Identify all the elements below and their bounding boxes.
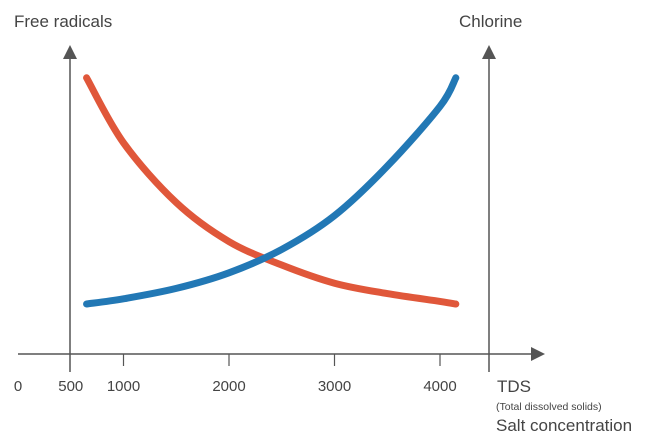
x-tick-label-500: 500 xyxy=(58,378,83,395)
x-axis-label: TDS xyxy=(497,377,531,396)
x-tick-label-3000: 3000 xyxy=(318,378,351,395)
x-ticks: 0 500 1000 2000 3000 4000 xyxy=(14,354,457,395)
left-y-axis-arrow-icon xyxy=(63,45,77,59)
x-axis-sublabel: (Total dissolved solids) xyxy=(496,401,602,413)
right-y-axis-arrow-icon xyxy=(482,45,496,59)
x-tick-label-0: 0 xyxy=(14,378,22,395)
x-tick-label-2000: 2000 xyxy=(212,378,245,395)
curves xyxy=(83,74,460,308)
right-axis-label: Chlorine xyxy=(459,12,522,31)
x-axis-arrow-icon xyxy=(531,347,545,361)
series-line-2 xyxy=(83,74,460,308)
series-line-1 xyxy=(83,74,460,308)
left-axis-label: Free radicals xyxy=(14,12,112,31)
x-axis-label-2: Salt concentration xyxy=(496,416,632,432)
x-tick-label-1000: 1000 xyxy=(107,378,140,395)
x-tick-label-4000: 4000 xyxy=(423,378,456,395)
